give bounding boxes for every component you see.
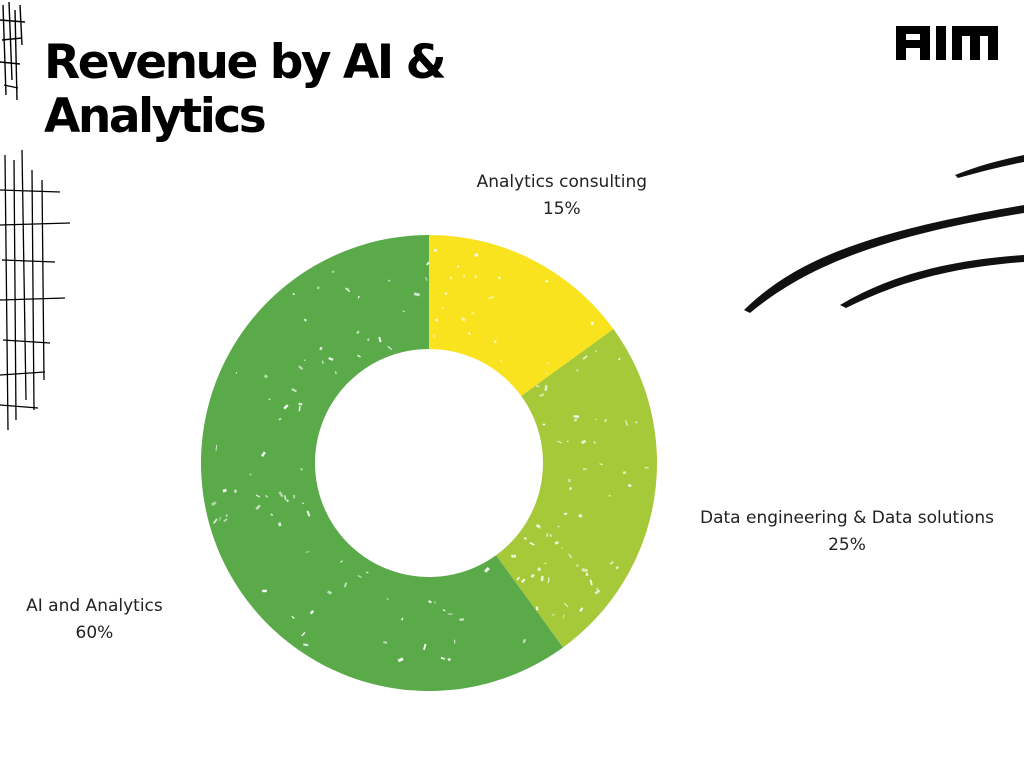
brush-strokes-right xyxy=(744,155,1024,313)
grunge-texture-left-top xyxy=(0,1,26,101)
slice-value-label: 60% xyxy=(75,622,114,643)
slice-label-ai-and-analytics: AI and Analytics 60% xyxy=(26,593,163,647)
slice-category-label: Data engineering & Data solutions xyxy=(700,507,994,528)
slice-category-label: AI and Analytics xyxy=(26,595,163,616)
slice-label-data-engineering: Data engineering & Data solutions 25% xyxy=(700,505,994,559)
aim-logo xyxy=(896,22,998,62)
donut-slice-analytics-consulting xyxy=(429,235,614,396)
grunge-speckles xyxy=(211,248,649,663)
slice-value-label: 25% xyxy=(828,534,866,555)
grunge-texture-left-mid xyxy=(0,150,71,431)
slice-category-label: Analytics consulting xyxy=(476,172,648,192)
slice-value-label: 15% xyxy=(542,199,581,219)
aim-logo-icon xyxy=(896,26,998,60)
donut-slice-ai-and-analytics xyxy=(200,235,564,691)
slice-label-analytics-consulting: Analytics consulting 15% xyxy=(477,169,647,223)
chart-title: Revenue by AI & Analytics xyxy=(44,35,447,144)
